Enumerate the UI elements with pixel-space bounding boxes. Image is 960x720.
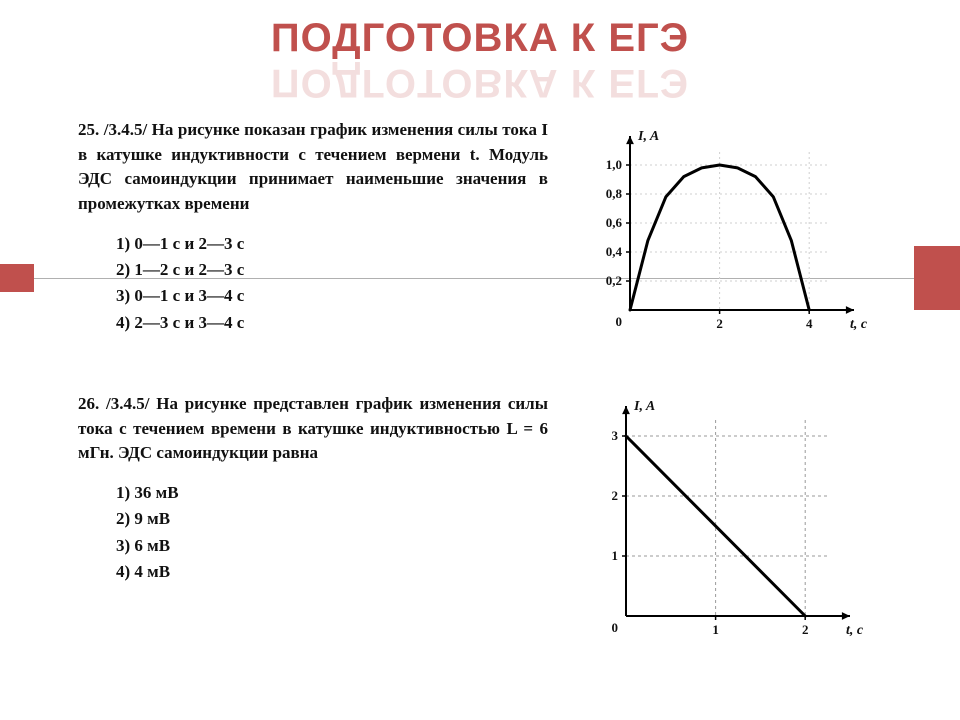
slide-title: ПОДГОТОВКА К ЕГЭ <box>0 16 960 61</box>
svg-text:t, c: t, c <box>850 317 868 332</box>
accent-bar-right <box>914 246 960 310</box>
svg-text:I, A: I, A <box>637 129 659 144</box>
problem-25-ref: /3.4.5/ <box>104 120 147 139</box>
svg-text:2: 2 <box>612 488 619 503</box>
svg-text:0: 0 <box>616 314 623 329</box>
svg-text:0,2: 0,2 <box>606 273 622 288</box>
problem-26: 26. /3.4.5/ На рисунке представлен графи… <box>78 392 886 585</box>
content-area: 25. /3.4.5/ На рисунке показан график из… <box>78 118 886 625</box>
svg-text:2: 2 <box>802 622 809 637</box>
svg-text:0,8: 0,8 <box>606 186 623 201</box>
slide: ПОДГОТОВКА К ЕГЭ ПОДГОТОВКА К ЕГЭ 25. /3… <box>0 0 960 720</box>
svg-text:0: 0 <box>612 620 619 635</box>
problem-25: 25. /3.4.5/ На рисунке показан график из… <box>78 118 886 336</box>
svg-text:I, A: I, A <box>633 399 655 414</box>
problem-26-text: 26. /3.4.5/ На рисунке представлен графи… <box>78 392 548 466</box>
problem-26-body: На рисунке представлен график изменения … <box>78 394 548 462</box>
problem-25-number: 25. <box>78 120 99 139</box>
svg-text:1: 1 <box>712 622 719 637</box>
accent-bar-left <box>0 264 34 292</box>
problem-25-body: На рисунке показан график изменения силы… <box>78 120 548 213</box>
svg-text:0,4: 0,4 <box>606 244 623 259</box>
slide-title-reflection: ПОДГОТОВКА К ЕГЭ <box>0 60 960 105</box>
problem-25-chart: 0,2 0,4 0,6 0,8 1,0 2 4 0 I, A t, c <box>574 118 874 338</box>
svg-text:1,0: 1,0 <box>606 157 622 172</box>
svg-text:4: 4 <box>806 316 813 331</box>
problem-26-chart: 1 2 3 1 2 0 I, A t, c <box>574 386 874 646</box>
problem-26-number: 26. <box>78 394 99 413</box>
problem-25-text: 25. /3.4.5/ На рисунке показан график из… <box>78 118 548 217</box>
svg-text:2: 2 <box>716 316 723 331</box>
svg-text:0,6: 0,6 <box>606 215 623 230</box>
svg-text:1: 1 <box>612 548 619 563</box>
problem-26-ref: /3.4.5/ <box>106 394 149 413</box>
svg-text:t, c: t, c <box>846 623 864 638</box>
svg-text:3: 3 <box>612 428 619 443</box>
